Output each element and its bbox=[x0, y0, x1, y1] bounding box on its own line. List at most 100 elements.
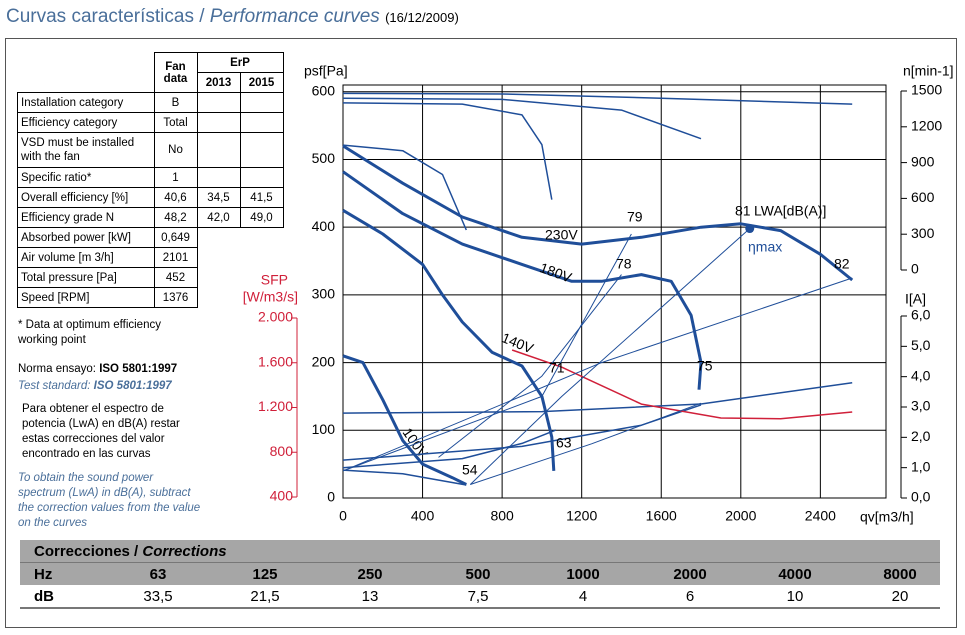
tick-label: 300 bbox=[911, 225, 935, 241]
tick-label: 4,0 bbox=[911, 367, 931, 383]
axis-label: [W/m3/s] bbox=[243, 289, 298, 305]
table-row: Total pressure [Pa] 452 bbox=[17, 267, 284, 288]
tick-label: 5,0 bbox=[911, 337, 931, 353]
table-row: Overall efficiency [%] 40,6 34,5 41,5 bbox=[17, 187, 284, 208]
title-es: Correcciones / bbox=[34, 543, 139, 560]
tick-label: 600 bbox=[911, 189, 935, 205]
curve bbox=[342, 144, 467, 231]
note-label: Test standard: bbox=[18, 380, 91, 392]
note: * Data at optimum efficiency working poi… bbox=[18, 319, 161, 346]
axis-label: psf[Pa] bbox=[304, 63, 348, 79]
table-cell: 48,2 bbox=[153, 207, 198, 228]
annotation: LWA[dB(A)] bbox=[754, 203, 826, 219]
x-tick-label: 0 bbox=[339, 508, 347, 524]
note-value: ISO 5801:1997 bbox=[93, 380, 172, 392]
cell: 4 bbox=[578, 588, 588, 605]
annotation: 81 bbox=[735, 203, 751, 219]
table-row: Absorbed power [kW] 0,649 bbox=[17, 227, 284, 248]
tick-label: 400 bbox=[270, 488, 294, 504]
tick-label: 2,0 bbox=[911, 428, 931, 444]
annotation: 63 bbox=[556, 435, 572, 451]
cell: 13 bbox=[361, 588, 379, 605]
tick-label: 1.600 bbox=[258, 353, 293, 369]
table-cell: 0,649 bbox=[153, 227, 198, 248]
annotation: ηmax bbox=[748, 239, 782, 255]
cell: 63 bbox=[149, 566, 167, 583]
annotation: 82 bbox=[834, 256, 850, 272]
tick-label: 1500 bbox=[911, 82, 942, 98]
curve bbox=[342, 469, 467, 486]
cell: 21,5 bbox=[250, 588, 280, 605]
table-cell: Efficiency grade N bbox=[17, 207, 155, 228]
title: Curvas características / Performance cur… bbox=[6, 6, 459, 28]
x-tick-label: 400 bbox=[411, 508, 435, 524]
curve-label: 230V bbox=[545, 227, 578, 243]
tick-label: 2.000 bbox=[258, 309, 293, 325]
header-cell: Fan data bbox=[153, 52, 198, 93]
curve bbox=[342, 170, 703, 390]
annotation: 78 bbox=[616, 256, 632, 272]
x-tick-label: 1600 bbox=[646, 508, 677, 524]
corrections-title: Correcciones / Corrections bbox=[20, 540, 940, 562]
table-cell bbox=[196, 132, 241, 168]
cell: 500 bbox=[465, 566, 491, 583]
curve bbox=[342, 144, 854, 282]
axis-label: I[A] bbox=[905, 291, 926, 307]
curve bbox=[342, 381, 853, 414]
cell: 1000 bbox=[566, 566, 600, 583]
annotation: 79 bbox=[627, 209, 643, 225]
x-tick-label: 2400 bbox=[805, 508, 836, 524]
y-tick-label: 100 bbox=[312, 421, 336, 437]
annotation: 75 bbox=[697, 358, 713, 374]
curve bbox=[342, 277, 853, 472]
curve bbox=[342, 354, 467, 486]
table-cell: 452 bbox=[153, 267, 198, 288]
table-cell: VSD must be installed with the fan bbox=[17, 132, 155, 168]
y-tick-label: 0 bbox=[327, 489, 335, 505]
x-tick-label: 2000 bbox=[725, 508, 756, 524]
tick-label: 0 bbox=[911, 261, 919, 277]
title-es: Curvas características / bbox=[6, 6, 205, 27]
optimum-point bbox=[745, 224, 755, 234]
y-tick-label: 600 bbox=[312, 82, 336, 98]
date: (16/12/2009) bbox=[385, 10, 459, 25]
plot-area bbox=[342, 84, 887, 499]
table-row: Efficiency grade N 48,2 42,0 49,0 bbox=[17, 207, 284, 228]
hz-row: Hz 63 125 250 500 1000 2000 4000 8000 bbox=[20, 562, 940, 585]
table-cell: Total pressure [Pa] bbox=[17, 267, 155, 288]
corrections-table: Correcciones / Corrections Hz 63 125 250 500… bbox=[20, 540, 940, 609]
curve bbox=[342, 97, 702, 140]
curve bbox=[342, 233, 632, 472]
title-en: Corrections bbox=[142, 543, 227, 560]
table-cell: 49,0 bbox=[239, 207, 284, 228]
curve-label: 180V bbox=[538, 259, 575, 285]
cell: 4000 bbox=[778, 566, 812, 583]
tick-label: 800 bbox=[270, 443, 294, 459]
table-cell: 42,0 bbox=[196, 207, 241, 228]
tick-label: 1,0 bbox=[911, 458, 931, 474]
curve bbox=[470, 402, 702, 485]
x-tick-label: 1200 bbox=[566, 508, 597, 524]
axis-label: SFP bbox=[261, 272, 288, 288]
y-tick-label: 500 bbox=[312, 150, 336, 166]
curve bbox=[438, 274, 622, 458]
cell: 6 bbox=[685, 588, 695, 605]
table-cell: Overall efficiency [%] bbox=[17, 187, 155, 208]
table-cell: Specific ratio* bbox=[17, 167, 155, 188]
table-cell: No bbox=[153, 132, 198, 168]
note: To obtain the sound power spectrum (LwA)… bbox=[18, 472, 201, 529]
cell: 8000 bbox=[883, 566, 917, 583]
annotation: 54 bbox=[462, 462, 478, 478]
axis-label: qv[m3/h] bbox=[860, 509, 914, 525]
table-cell: Efficiency category bbox=[17, 112, 155, 133]
curve bbox=[342, 404, 702, 461]
note: Para obtener el espectro de potencia (Lw… bbox=[22, 403, 180, 460]
corrections-heading: Correcciones / Corrections bbox=[34, 543, 227, 560]
note: Test standard: ISO 5801:1997 bbox=[18, 379, 172, 394]
curve bbox=[342, 429, 557, 469]
cell: 250 bbox=[357, 566, 383, 583]
tick-label: 0,0 bbox=[911, 489, 931, 505]
table-row: Specific ratio* 1 bbox=[17, 167, 284, 188]
y-tick-label: 300 bbox=[312, 286, 336, 302]
